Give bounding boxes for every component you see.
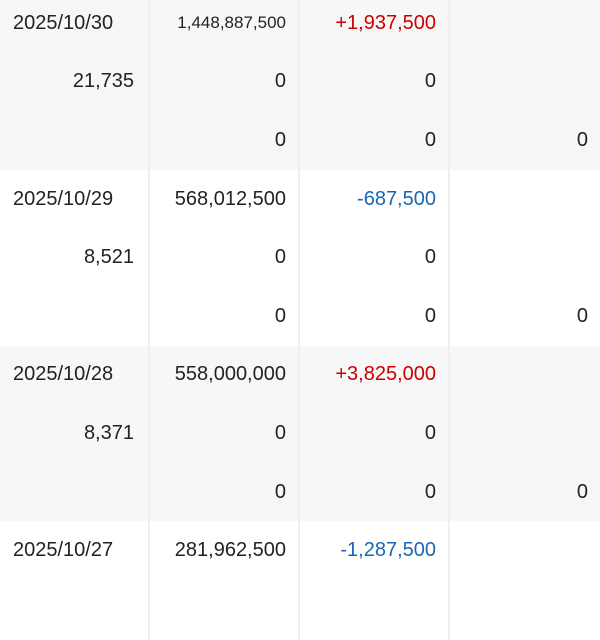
value-cell: 0 [150,52,300,112]
change-cell: -687,500 [300,169,450,229]
value-cell: 0 [150,228,300,287]
empty-cell [450,53,600,112]
value-cell: 0 [576,480,588,503]
table-row: 2025/10/29 568,012,500 -687,500 [0,169,600,229]
value-cell: 0 [576,128,588,151]
volume-cell: 8,521 [0,228,150,287]
date-cell: 2025/10/29 [0,169,150,229]
volume-cell: 21,735 [0,52,150,112]
volume-cell: 8,371 [0,404,150,463]
value-cell: 0 [300,404,450,463]
empty-cell [300,579,450,640]
value-cell: 0 [300,52,450,112]
empty-cell [450,404,600,463]
table-row: 8,371 0 0 [0,404,600,463]
table-row: 2025/10/30 1,448,887,500 +1,937,500 [0,0,600,53]
date-cell: 2025/10/27 [0,521,150,580]
empty-cell [150,579,300,640]
empty-cell [450,0,600,53]
value-cell: 0 [300,462,450,522]
change-cell: -1,287,500 [300,521,450,580]
table-row: 8,521 0 0 [0,228,600,287]
value-cell: 0 [300,286,450,346]
empty-cell [0,579,150,640]
table-row: 2025/10/27 281,962,500 -1,287,500 [0,521,600,580]
table-row: 2025/10/28 558,000,000 +3,825,000 [0,345,600,405]
empty-cell [0,286,150,346]
amount-cell: 1,448,887,500 [150,0,300,53]
change-cell: +1,937,500 [300,0,450,53]
table-row: 0 0 0 [0,111,600,170]
table-row: 0 0 0 [0,286,600,346]
empty-cell [450,170,600,229]
value-cell: 0 [576,304,588,327]
change-cell: +3,825,000 [300,345,450,405]
empty-cell [450,346,600,405]
table-row: 21,735 0 0 [0,52,600,112]
value-cell: 0 [150,286,300,346]
amount-cell: 281,962,500 [150,521,300,580]
amount-cell: 568,012,500 [150,169,300,229]
empty-cell [450,580,600,640]
table-row [0,579,600,640]
empty-cell [450,521,600,580]
empty-cell [450,228,600,287]
value-cell: 0 [300,228,450,287]
amount-cell: 558,000,000 [150,345,300,405]
value-cell: 0 [300,111,450,170]
value-cell: 0 [150,111,300,170]
value-cell: 0 [150,462,300,522]
value-cell: 0 [150,404,300,463]
empty-cell [0,111,150,170]
date-cell: 2025/10/28 [0,345,150,405]
table-row: 0 0 0 [0,462,600,522]
date-cell: 2025/10/30 [0,0,150,53]
empty-cell [0,462,150,522]
